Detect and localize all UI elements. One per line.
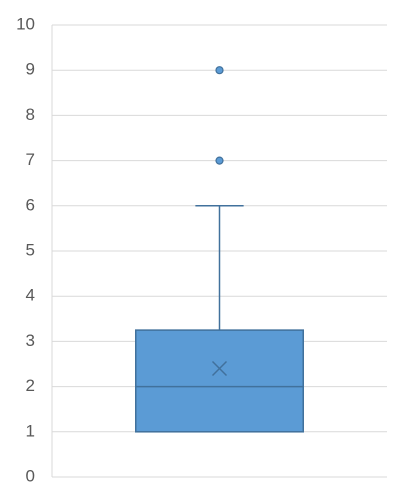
y-tick-label: 7: [26, 150, 35, 169]
y-tick-label: 8: [26, 105, 35, 124]
y-tick-label: 2: [26, 376, 35, 395]
y-tick-label: 3: [26, 331, 35, 350]
y-tick-label: 9: [26, 60, 35, 79]
y-tick-label: 0: [26, 466, 35, 485]
y-tick-label: 6: [26, 195, 35, 214]
mean-marker: [211, 360, 228, 377]
y-tick-label: 5: [26, 240, 35, 259]
y-tick-label: 1: [26, 421, 35, 440]
box: [135, 329, 304, 433]
outlier: [215, 156, 224, 165]
y-tick-label: 4: [26, 286, 35, 305]
outlier: [215, 66, 224, 75]
y-tick-label: 10: [16, 14, 35, 33]
